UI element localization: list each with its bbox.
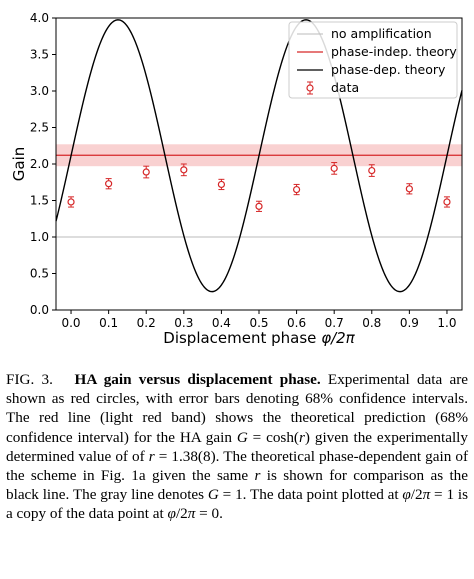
legend: no amplification phase-indep. theory pha… <box>288 21 458 99</box>
x-tick-label: 0.6 <box>287 316 306 330</box>
caption-text-3: ) given the experimentally determined va… <box>6 428 468 465</box>
caption-math-1: G <box>236 428 248 446</box>
caption-title: HA gain versus displacement phase. <box>74 371 321 388</box>
y-tick-label: 0.0 <box>30 303 49 317</box>
data-marker <box>443 198 451 206</box>
data-point <box>105 178 113 190</box>
data-point <box>443 196 451 208</box>
caption-math-8: φ <box>167 505 176 523</box>
caption-text-8: = 1 is a copy of the data point at <box>6 486 468 523</box>
y-tick-label: 3.5 <box>30 48 49 62</box>
data-marker <box>180 166 188 174</box>
x-tick-label: 0.3 <box>174 316 193 330</box>
caption-math-9: π <box>187 505 196 523</box>
gain-vs-phase-chart: 0.0 0.1 0.2 0.3 0.4 0.5 0.6 0.7 0.8 0.9 1.0 0.0 0.5 1… <box>10 11 463 347</box>
caption-text-2: = cosh( <box>247 428 299 446</box>
figure-caption: FIG. 3. HA gain versus displacement phas… <box>6 370 468 524</box>
caption-text-10: = 0. <box>195 505 223 523</box>
x-tick-label: 1.0 <box>437 316 456 330</box>
data-point <box>217 178 226 191</box>
legend-frame <box>288 21 458 99</box>
data-marker <box>217 180 226 189</box>
y-tick-label: 3.0 <box>30 84 49 98</box>
y-tick-label: 0.5 <box>30 267 49 281</box>
x-tick-label: 0.0 <box>61 316 80 330</box>
caption-label: FIG. 3. <box>6 371 53 388</box>
y-tick-label: 2.5 <box>30 121 49 135</box>
y-tick-label: 2.0 <box>30 157 49 171</box>
caption-text-7: /2 <box>410 486 423 504</box>
caption-math-5: G <box>207 486 219 504</box>
caption-text-6: = 1. The data point plotted at <box>218 486 403 504</box>
data-point <box>67 196 75 208</box>
y-axis-label: Gain <box>10 147 28 182</box>
data-point <box>368 164 376 177</box>
caption-math-3: r <box>148 447 155 465</box>
x-axis-label: Displacement phase φ/2π <box>163 329 355 347</box>
data-point <box>180 163 188 177</box>
data-marker <box>292 185 301 194</box>
legend-swatch-data <box>306 81 314 95</box>
legend-label-data: data <box>331 80 359 95</box>
data-point <box>255 200 263 212</box>
data-marker <box>255 202 263 210</box>
x-tick-label: 0.8 <box>362 316 381 330</box>
data-point <box>142 165 150 179</box>
caption-math-4: r <box>254 467 261 485</box>
x-tick-label: 0.7 <box>325 316 344 330</box>
data-point <box>405 183 413 195</box>
caption-text-5: is shown for comparison as the black lin… <box>6 467 468 504</box>
caption-text-4: = 1.38(8). The theoretical phase-depende… <box>6 447 469 485</box>
x-tick-label: 0.9 <box>400 316 419 330</box>
caption-math-2: r <box>299 428 305 446</box>
x-tick-label: 0.5 <box>249 316 268 330</box>
legend-label-phase-indep: phase-indep. theory <box>331 44 457 59</box>
data-marker <box>142 168 150 176</box>
data-marker <box>405 185 413 193</box>
y-tick-label: 1.5 <box>30 194 49 208</box>
x-tick-label: 0.1 <box>99 316 118 330</box>
data-point <box>330 162 338 175</box>
caption-math-7: π <box>422 486 431 504</box>
y-tick-label: 1.0 <box>30 230 49 244</box>
x-axis-label-text: Displacement phase <box>163 329 321 347</box>
legend-label-phase-dep: phase-dep. theory <box>331 62 446 77</box>
data-point <box>292 183 301 196</box>
data-marker <box>67 198 75 206</box>
x-tick-label: 0.2 <box>137 316 156 330</box>
phase-dep-theory-curve <box>55 19 463 293</box>
x-tick-label: 0.4 <box>212 316 231 330</box>
data-marker <box>368 166 376 175</box>
x-axis-label-math: φ/2π <box>321 329 355 347</box>
data-marker <box>330 164 338 172</box>
legend-label-no-amplification: no amplification <box>331 26 432 41</box>
caption-math-6: φ <box>402 486 411 504</box>
caption-text-1: Experimental data are shown as red circl… <box>6 371 468 446</box>
y-tick-label: 4.0 <box>30 11 49 25</box>
caption-text-9: /2 <box>175 505 188 523</box>
data-marker <box>105 180 113 188</box>
